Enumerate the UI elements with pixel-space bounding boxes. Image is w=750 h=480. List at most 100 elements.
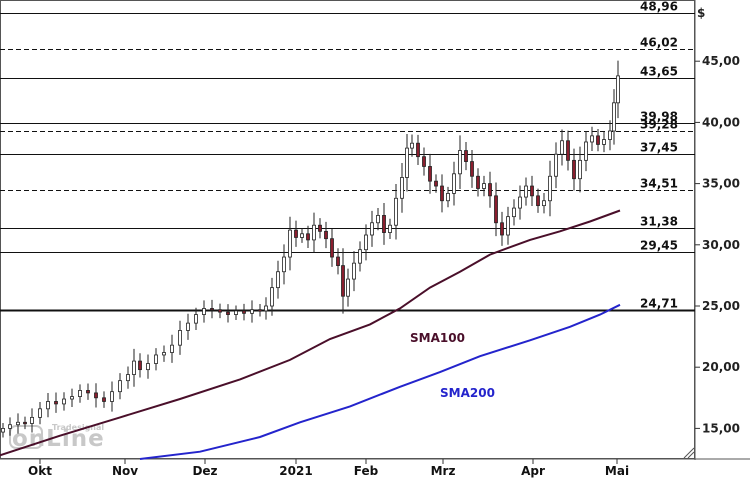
y-tick-label: 15,00 — [702, 421, 740, 435]
y-axis-panel — [695, 0, 750, 460]
candle-body — [370, 222, 374, 236]
candle-body — [70, 396, 74, 400]
candle-body — [394, 197, 398, 226]
watermark: onLine Tradesignal — [9, 423, 104, 452]
candle-body — [608, 130, 612, 140]
candle-body — [410, 142, 414, 149]
level-label: 46,02 — [640, 36, 678, 50]
candle-body — [341, 265, 345, 297]
level-label: 39,28 — [640, 118, 678, 132]
candle-body — [202, 308, 206, 315]
candle-body — [428, 166, 432, 182]
candle-body — [16, 421, 20, 426]
candle-body — [126, 374, 130, 382]
candle-body — [572, 159, 576, 180]
y-tick-label: 45,00 — [702, 54, 740, 68]
candle-body — [38, 408, 42, 418]
currency-label: $ — [697, 6, 705, 20]
candle-body — [566, 140, 570, 161]
candle-body — [596, 135, 600, 145]
candle-body — [62, 398, 66, 405]
candle-body — [470, 161, 474, 177]
candle-body — [242, 310, 246, 314]
candle-body — [1, 427, 5, 433]
candle-body — [86, 390, 90, 394]
y-axis-ticks: 15,00 20,00 25,00 30,00 35,00 40,00 45,00 — [695, 54, 740, 435]
candle-body — [330, 238, 334, 258]
x-tick-label: Nov — [112, 464, 138, 478]
candle-body — [30, 416, 34, 424]
candle-body — [482, 183, 486, 189]
candle-body — [54, 401, 58, 405]
candle-body — [584, 141, 588, 161]
candle-body — [46, 401, 50, 410]
candle-body — [602, 139, 606, 145]
candle-body — [258, 309, 262, 312]
watermark-sub: Tradesignal — [52, 423, 104, 432]
candle-body — [138, 360, 142, 371]
candle-body — [612, 102, 616, 132]
candle-body — [518, 196, 522, 209]
candle-body — [422, 156, 426, 167]
candle-body — [276, 271, 280, 289]
candle-body — [388, 224, 392, 233]
candle-body — [186, 322, 190, 331]
watermark-bubble — [9, 425, 43, 449]
level-label: 31,38 — [640, 215, 678, 229]
candle-body — [178, 330, 182, 346]
candle-body — [616, 75, 620, 104]
candle-body — [162, 352, 166, 356]
moving-averages: SMA100 SMA200 — [0, 209, 621, 460]
y-tick-label: 20,00 — [702, 360, 740, 374]
candle-body — [352, 262, 356, 280]
candle-body — [210, 308, 214, 311]
candle-body — [590, 135, 594, 143]
candle-body — [318, 224, 322, 232]
level-label: 34,51 — [640, 177, 678, 191]
candle-body — [282, 256, 286, 273]
x-tick-label: Apr — [521, 464, 545, 478]
candle-body — [118, 380, 122, 393]
candle-body — [554, 153, 558, 177]
candle-body — [530, 185, 534, 197]
candle-body — [306, 233, 310, 241]
resize-grip-icon[interactable] — [683, 447, 695, 459]
candle-body — [500, 222, 504, 236]
candle-body — [494, 195, 498, 224]
y-tick-label: 25,00 — [702, 299, 740, 313]
series-sma200 — [139, 303, 621, 460]
candle-body — [132, 360, 136, 375]
candle-body — [476, 175, 480, 189]
candle-body — [548, 175, 552, 202]
candle-body — [364, 234, 368, 251]
candle-body — [102, 397, 106, 402]
candle-body — [382, 215, 386, 233]
x-tick-label: Dez — [192, 464, 217, 478]
candle-body — [578, 159, 582, 180]
series-label-sma200: SMA200 — [440, 386, 495, 400]
candle-body — [324, 230, 328, 240]
candle-body — [312, 224, 316, 241]
x-tick-label: 2021 — [279, 464, 312, 478]
candle-body — [94, 392, 98, 399]
candle-body — [440, 185, 444, 202]
candle-body — [446, 192, 450, 202]
candle-body — [416, 142, 420, 158]
candle-body — [226, 311, 230, 315]
candle-body — [346, 278, 350, 297]
y-tick-label: 40,00 — [702, 115, 740, 129]
candle-body — [506, 216, 510, 236]
plot-frame — [0, 0, 695, 459]
candle-body — [524, 185, 528, 198]
candle-body — [336, 256, 340, 267]
candle-body — [218, 309, 222, 313]
x-axis-ticks: Okt Nov Dez 2021 Feb Mrz Apr Mai — [28, 459, 629, 478]
candle-body — [358, 249, 362, 264]
candle-body — [154, 354, 158, 364]
candle-body — [488, 183, 492, 197]
candle-body — [536, 195, 540, 207]
series-sma100 — [0, 209, 621, 457]
x-tick-label: Okt — [28, 464, 52, 478]
